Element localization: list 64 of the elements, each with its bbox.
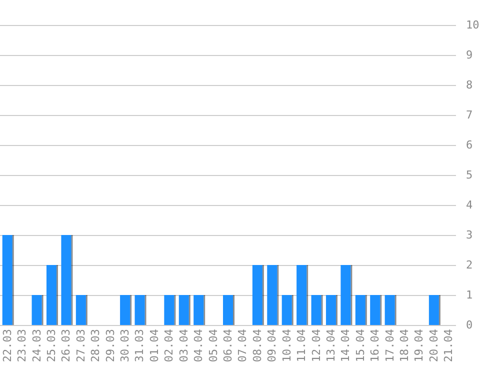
x-tick-label: 18.04 [398,328,412,362]
x-tick-label: 26.03 [60,329,73,362]
bar [178,295,189,325]
x-tick-label: 28.03 [89,329,102,362]
y-tick-label: 3 [466,228,473,242]
x-tick-label: 05.04 [206,328,220,362]
x-tick-label: 24.03 [30,329,44,362]
x-tick-label: 16.04 [368,328,382,362]
bar [296,265,307,325]
y-tick-label: 5 [466,168,473,182]
x-tick-label: 19.04 [412,328,426,362]
x-tick-label: 13.04 [324,328,338,362]
x-tick-label: 12.04 [310,328,323,362]
y-tick-label: 7 [466,108,473,122]
bar [370,295,380,325]
y-tick-label: 1 [466,288,473,302]
x-tick-label: 02.04 [162,328,176,362]
x-tick-label: 17.04 [383,328,396,362]
x-tick-label: 09.04 [266,328,279,362]
x-tick-label: 06.04 [222,328,234,362]
x-tick-label: 23.03 [16,329,29,362]
bar [384,295,395,325]
x-tick-label: 27.03 [74,329,88,362]
x-tick-label: 30.03 [118,329,132,362]
x-tick-label: 14.04 [339,328,352,362]
bar [311,295,322,325]
x-tick-label: 08.04 [250,328,264,362]
bar [355,295,366,325]
y-tick-label: 10 [466,18,480,32]
x-tick-label: 01.04 [148,328,161,362]
y-tick-label: 2 [466,258,473,272]
x-tick-label: 22.03 [0,329,14,362]
y-tick-label: 0 [466,318,473,332]
bar [252,265,262,325]
x-tick-label: 31.03 [133,329,146,362]
bar [120,295,130,325]
x-tick-label: 15.04 [354,328,367,362]
x-tick-label: 03.04 [177,328,190,362]
bar [428,295,439,325]
x-tick-label: 11.04 [295,328,308,362]
bar [326,295,336,325]
bar [194,295,204,325]
x-tick-label: 25.03 [44,329,58,362]
x-tick-label: 20.04 [427,328,440,362]
x-tick-label: 04.04 [192,328,206,362]
x-tick-label: 29.03 [104,329,117,362]
bar [282,295,292,325]
y-tick-label: 6 [466,138,473,152]
y-tick-label: 8 [466,78,473,92]
bar [267,265,278,325]
bar [76,295,86,325]
bar [32,295,42,325]
bar [2,235,12,325]
x-tick-label: 21.04 [442,328,456,362]
bar [164,295,174,325]
y-tick-label: 9 [466,48,473,62]
bar [223,295,233,325]
x-tick-label: 07.04 [236,328,250,362]
x-tick-label: 10.04 [280,328,294,362]
bar [340,265,351,325]
y-tick-label: 4 [466,198,473,212]
bar [134,295,145,325]
bar [61,235,72,325]
bar [46,265,56,325]
